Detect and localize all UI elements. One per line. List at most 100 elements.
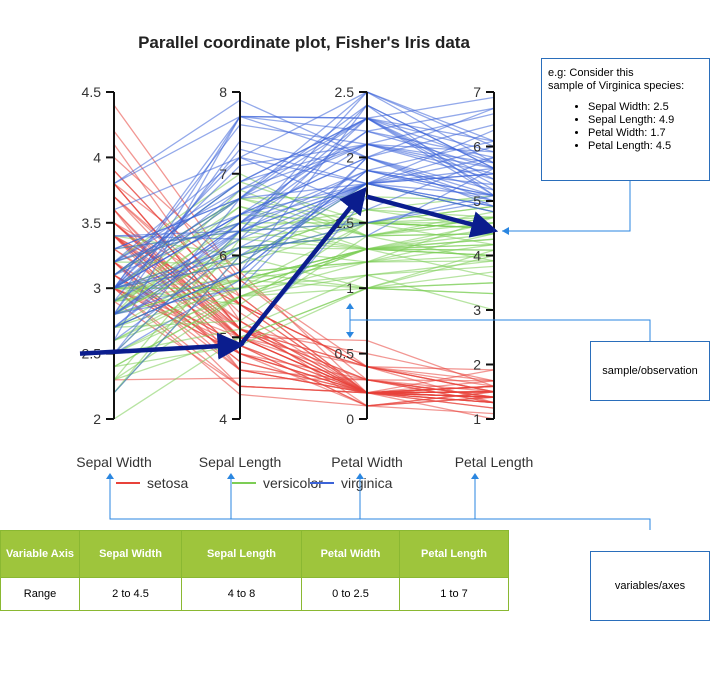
example-connector: [502, 181, 631, 232]
sample-line-virginica: [113, 91, 495, 211]
sample-line-virginica: [113, 115, 495, 289]
axes-label-text: variables/axes: [614, 580, 686, 592]
axis-tick-label: 7: [473, 84, 481, 100]
sample-line-versicolor: [113, 287, 495, 381]
sample-line-versicolor: [113, 205, 495, 302]
sample-line-setosa: [113, 183, 495, 394]
sample-line-virginica: [113, 182, 495, 289]
axis-tick-label: 2: [93, 411, 101, 427]
range-cell: 2 to 4.5: [79, 577, 182, 611]
axis-tick-label: 6: [473, 139, 481, 155]
callout-connectors: [106, 181, 651, 530]
sample-line-virginica: [113, 169, 495, 328]
axis-tick-label: 4: [219, 411, 227, 427]
sample-line-versicolor: [113, 238, 495, 302]
axes-connector-arrow: [471, 473, 479, 479]
range-cell: 4 to 8: [181, 577, 302, 611]
range-cell: 0 to 2.5: [301, 577, 400, 611]
axis-tick-label: 4: [473, 248, 481, 264]
legend-label: versicolor: [263, 475, 323, 491]
axis-tick-label: 1: [473, 411, 481, 427]
sample-line-versicolor: [113, 189, 495, 315]
sample-line-versicolor: [113, 230, 495, 381]
sample-line-virginica: [113, 117, 495, 289]
axis-tick-label: 4.5: [82, 84, 102, 100]
highlight-arrow-segment: [79, 332, 245, 360]
sample-label-text: sample/observation: [602, 365, 698, 377]
sample-lines: [113, 91, 495, 420]
axis-name-label: Petal Width: [331, 454, 403, 470]
example-value-item: Sepal Length: 4.9: [588, 114, 703, 127]
sample-line-virginica: [113, 107, 495, 185]
highlight-arrow-segment: [366, 194, 499, 238]
axis-tick-label: 3.5: [82, 215, 102, 231]
axes-connector: [109, 476, 651, 530]
variables-axes-label: variables/axes: [590, 551, 710, 621]
sample-line-virginica: [113, 169, 495, 355]
sample-line-virginica: [113, 194, 495, 315]
sample-line-virginica: [113, 117, 495, 263]
sample-line-versicolor: [113, 274, 495, 355]
example-connector-arrow: [502, 227, 509, 235]
axis-tick-label: 7: [219, 166, 227, 182]
example-note-heading: e.g: Consider this: [548, 67, 634, 79]
sample-line-versicolor: [113, 216, 495, 315]
sample-line-versicolor: [113, 260, 495, 355]
axis-tick-label: 0.5: [335, 346, 355, 362]
header-cell: Sepal Length: [181, 530, 302, 578]
example-value-list: Sepal Width: 2.5 Sepal Length: 4.9 Petal…: [548, 101, 703, 153]
sample-connector-arrow-down: [346, 332, 354, 338]
parallel-coordinates-chart: Parallel coordinate plot, Fisher's Iris …: [76, 33, 651, 530]
axis-name-label: Sepal Length: [199, 454, 282, 470]
axis-tick-label: 5: [473, 193, 481, 209]
axis-tick-label: 1: [346, 280, 354, 296]
axes-connector-arrow: [106, 473, 114, 479]
legend-label: setosa: [147, 475, 188, 491]
sample-line-setosa: [113, 248, 495, 382]
range-table-header: Variable Axis Sepal Width Sepal Length P…: [0, 530, 509, 578]
axis-tick-label: 2: [346, 149, 354, 165]
axes-connector-arrow: [356, 473, 364, 479]
example-value-item: Petal Width: 1.7: [588, 127, 703, 140]
row-label-cell: Range: [0, 577, 80, 611]
sample-line-virginica: [113, 173, 495, 276]
sample-line-setosa: [113, 377, 495, 404]
axis-tick-label: 4: [93, 149, 101, 165]
range-cell: 1 to 7: [399, 577, 509, 611]
axis-range-table: Variable Axis Sepal Width Sepal Length P…: [0, 530, 509, 611]
highlight-arrow-segment: [238, 186, 367, 347]
sample-line-virginica: [113, 91, 495, 250]
sample-line-virginica: [113, 107, 495, 315]
axes: 2 2.5 3 3.5 4 4.5 Sepal Width 4 5 6 7 8 Sepal Length…: [76, 84, 533, 470]
sample-line-virginica: [113, 117, 495, 240]
range-table-row: Range 2 to 4.5 4 to 8 0 to 2.5 1 to 7: [0, 577, 509, 611]
axis-name-label: Petal Length: [455, 454, 534, 470]
sample-line-versicolor: [113, 279, 495, 342]
sample-line-virginica: [113, 99, 495, 185]
sample-line-virginica: [113, 145, 495, 263]
legend-label: virginica: [341, 475, 393, 491]
sample-line-virginica: [113, 167, 495, 342]
sample-line-versicolor: [113, 209, 495, 257]
header-cell: Petal Length: [399, 530, 509, 578]
legend: setosa versicolor virginica: [116, 475, 393, 491]
header-cell: Sepal Width: [79, 530, 182, 578]
axis-tick-label: 3: [93, 280, 101, 296]
axis-tick-label: 0: [346, 411, 354, 427]
sample-line-setosa: [113, 222, 495, 387]
header-cell: Variable Axis: [0, 530, 80, 578]
sample-line-virginica: [113, 182, 495, 289]
sample-line-virginica: [113, 169, 495, 328]
example-value-item: Sepal Width: 2.5: [588, 101, 703, 114]
sample-line-virginica: [113, 182, 495, 289]
sample-line-virginica: [113, 104, 495, 276]
sample-line-virginica: [113, 156, 495, 316]
sample-line-setosa: [113, 143, 495, 407]
sample-line-virginica: [113, 130, 495, 315]
chart-title: Parallel coordinate plot, Fisher's Iris …: [138, 33, 470, 52]
axis-name-label: Sepal Width: [76, 454, 151, 470]
example-value-item: Petal Length: 4.5: [588, 140, 703, 153]
sample-connector: [350, 319, 651, 341]
sample-connector-arrow-up: [346, 303, 354, 309]
axis-tick-label: 3: [473, 302, 481, 318]
